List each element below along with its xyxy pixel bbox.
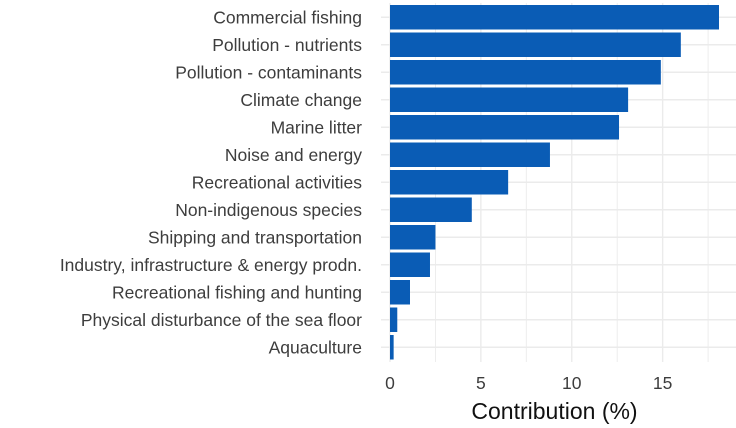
bar	[390, 307, 398, 332]
bar	[390, 142, 550, 167]
category-label: Pollution - contaminants	[175, 62, 362, 82]
bar	[390, 170, 509, 195]
category-label: Shipping and transportation	[148, 227, 362, 247]
bar	[390, 32, 681, 57]
x-tick-label: 10	[562, 373, 582, 393]
bar	[390, 5, 719, 30]
bar	[390, 115, 620, 140]
bar	[390, 225, 436, 250]
category-label: Recreational activities	[192, 172, 362, 192]
bar	[390, 60, 661, 85]
category-label: Aquaculture	[269, 337, 362, 357]
x-tick-label: 5	[476, 373, 486, 393]
x-axis-title: Contribution (%)	[471, 398, 637, 424]
category-label: Noise and energy	[225, 145, 362, 165]
bar-layer	[390, 5, 719, 360]
x-tick-label: 0	[385, 373, 395, 393]
x-tick-labels: 0 5 10 15	[385, 373, 672, 393]
category-label: Marine litter	[271, 117, 363, 137]
bar	[390, 335, 394, 360]
category-label: Climate change	[240, 90, 362, 110]
category-label: Commercial fishing	[213, 7, 362, 27]
bar	[390, 197, 472, 222]
bar	[390, 252, 430, 277]
bar	[390, 87, 629, 112]
category-label: Pollution - nutrients	[212, 35, 362, 55]
category-label: Non-indigenous species	[175, 200, 362, 220]
category-label: Industry, infrastructure & energy prodn.	[60, 255, 362, 275]
category-label: Physical disturbance of the sea floor	[81, 310, 362, 330]
bar	[390, 280, 410, 305]
category-label: Recreational fishing and hunting	[112, 282, 362, 302]
category-labels: Commercial fishing Pollution - nutrients P…	[60, 7, 362, 357]
x-tick-label: 15	[653, 373, 672, 393]
